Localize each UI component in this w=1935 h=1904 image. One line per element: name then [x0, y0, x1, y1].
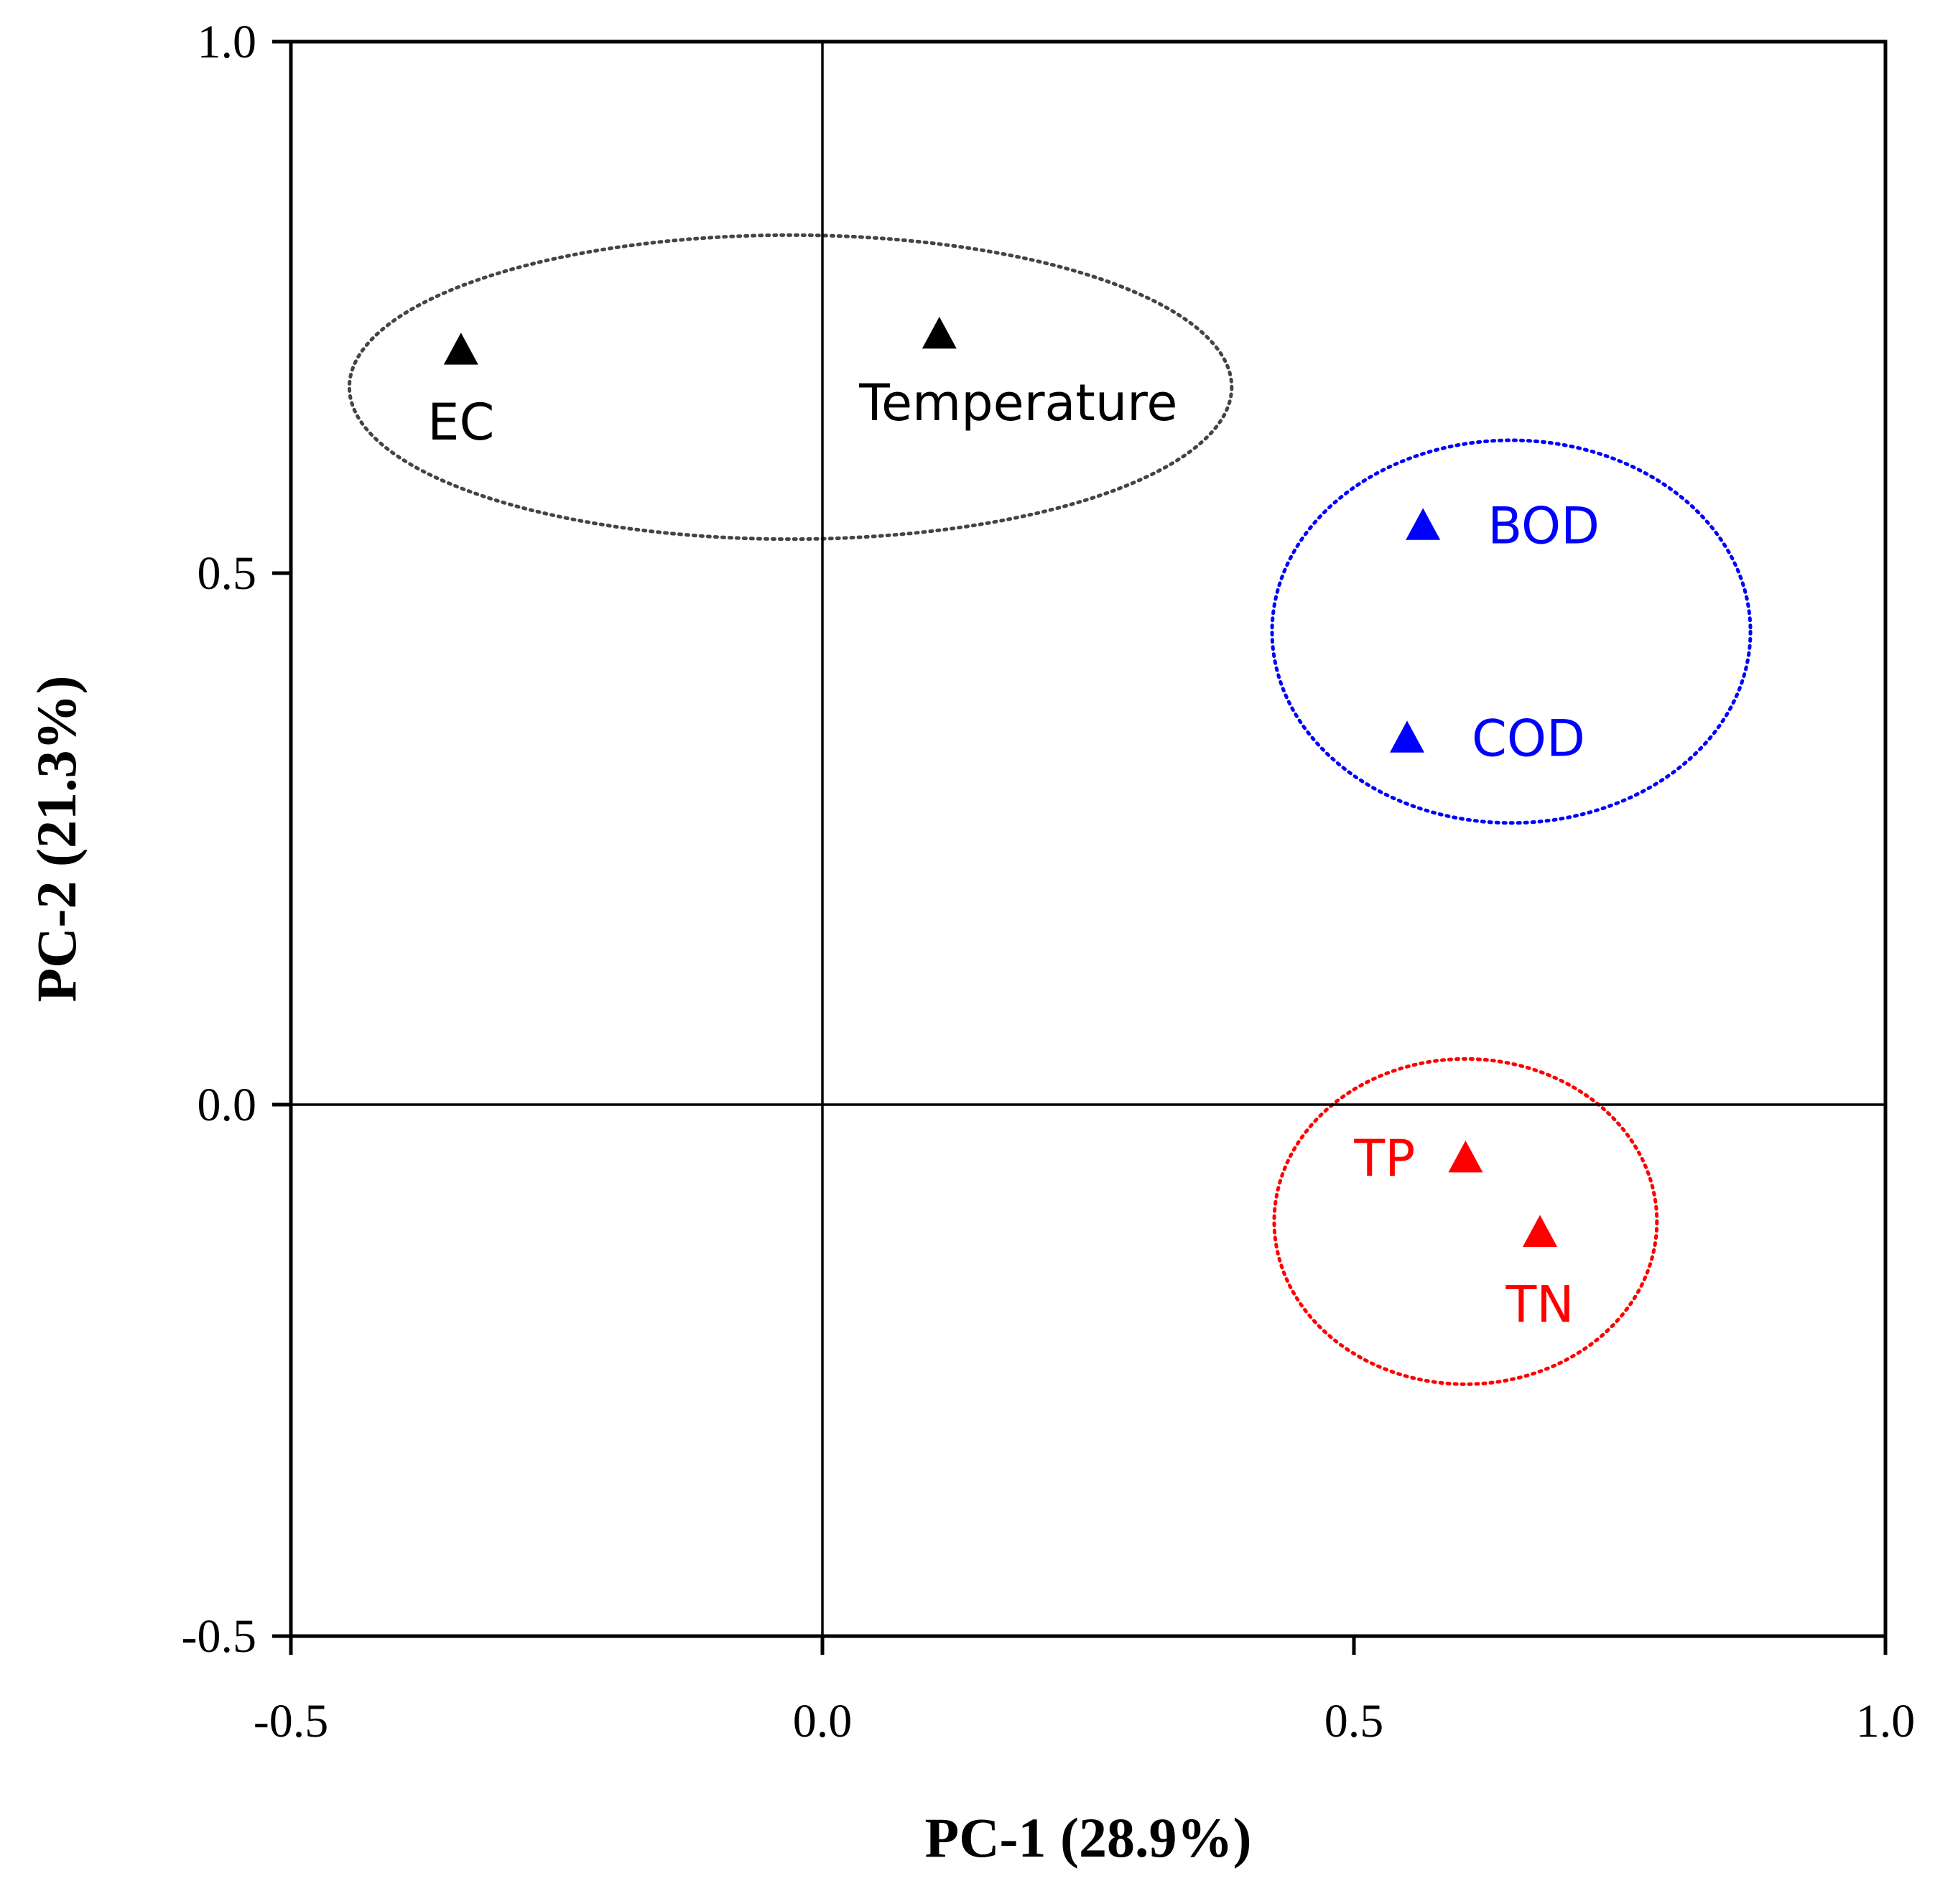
- point-label-tp: TP: [1353, 1129, 1415, 1188]
- point-label-temperature: Temperature: [858, 373, 1177, 432]
- point-label-cod: COD: [1472, 709, 1585, 768]
- x-axis-title: PC-1 (28.9%): [925, 1806, 1252, 1869]
- y-axis-title: PC-2 (21.3%): [25, 676, 88, 1003]
- point-marker-tp: [1448, 1141, 1483, 1173]
- point-marker-temperature: [922, 317, 957, 349]
- plot-frame: [289, 40, 1888, 1638]
- x-tick-label: 0.0: [793, 1695, 853, 1747]
- point-marker-cod: [1390, 720, 1424, 753]
- zero-lines: [291, 42, 1885, 1636]
- axis-ticks: -0.5 0.0 0.5 1.0 1.0 0.5 0.0 -0.5: [182, 16, 1916, 1747]
- blue-group-ellipse: [1270, 438, 1753, 825]
- point-label-tn: TN: [1505, 1276, 1574, 1334]
- y-tick-label: 0.5: [198, 547, 257, 600]
- x-tick-label: 1.0: [1856, 1695, 1916, 1747]
- y-tick-label: 1.0: [198, 16, 257, 68]
- x-tick-label: -0.5: [254, 1695, 328, 1747]
- point-marker-bod: [1406, 508, 1441, 540]
- y-tick-label: -0.5: [182, 1610, 256, 1663]
- data-points: EC Temperature BOD COD TP TN: [427, 317, 1600, 1334]
- point-marker-tn: [1523, 1215, 1557, 1247]
- point-marker-ec: [443, 333, 478, 365]
- x-tick-label: 0.5: [1324, 1695, 1384, 1747]
- y-tick-label: 0.0: [198, 1079, 257, 1131]
- cluster-ellipses: [347, 233, 1753, 1386]
- point-label-ec: EC: [427, 393, 494, 452]
- point-label-bod: BOD: [1488, 496, 1600, 555]
- black-group-ellipse: [347, 233, 1234, 542]
- red-group-ellipse: [1272, 1057, 1659, 1386]
